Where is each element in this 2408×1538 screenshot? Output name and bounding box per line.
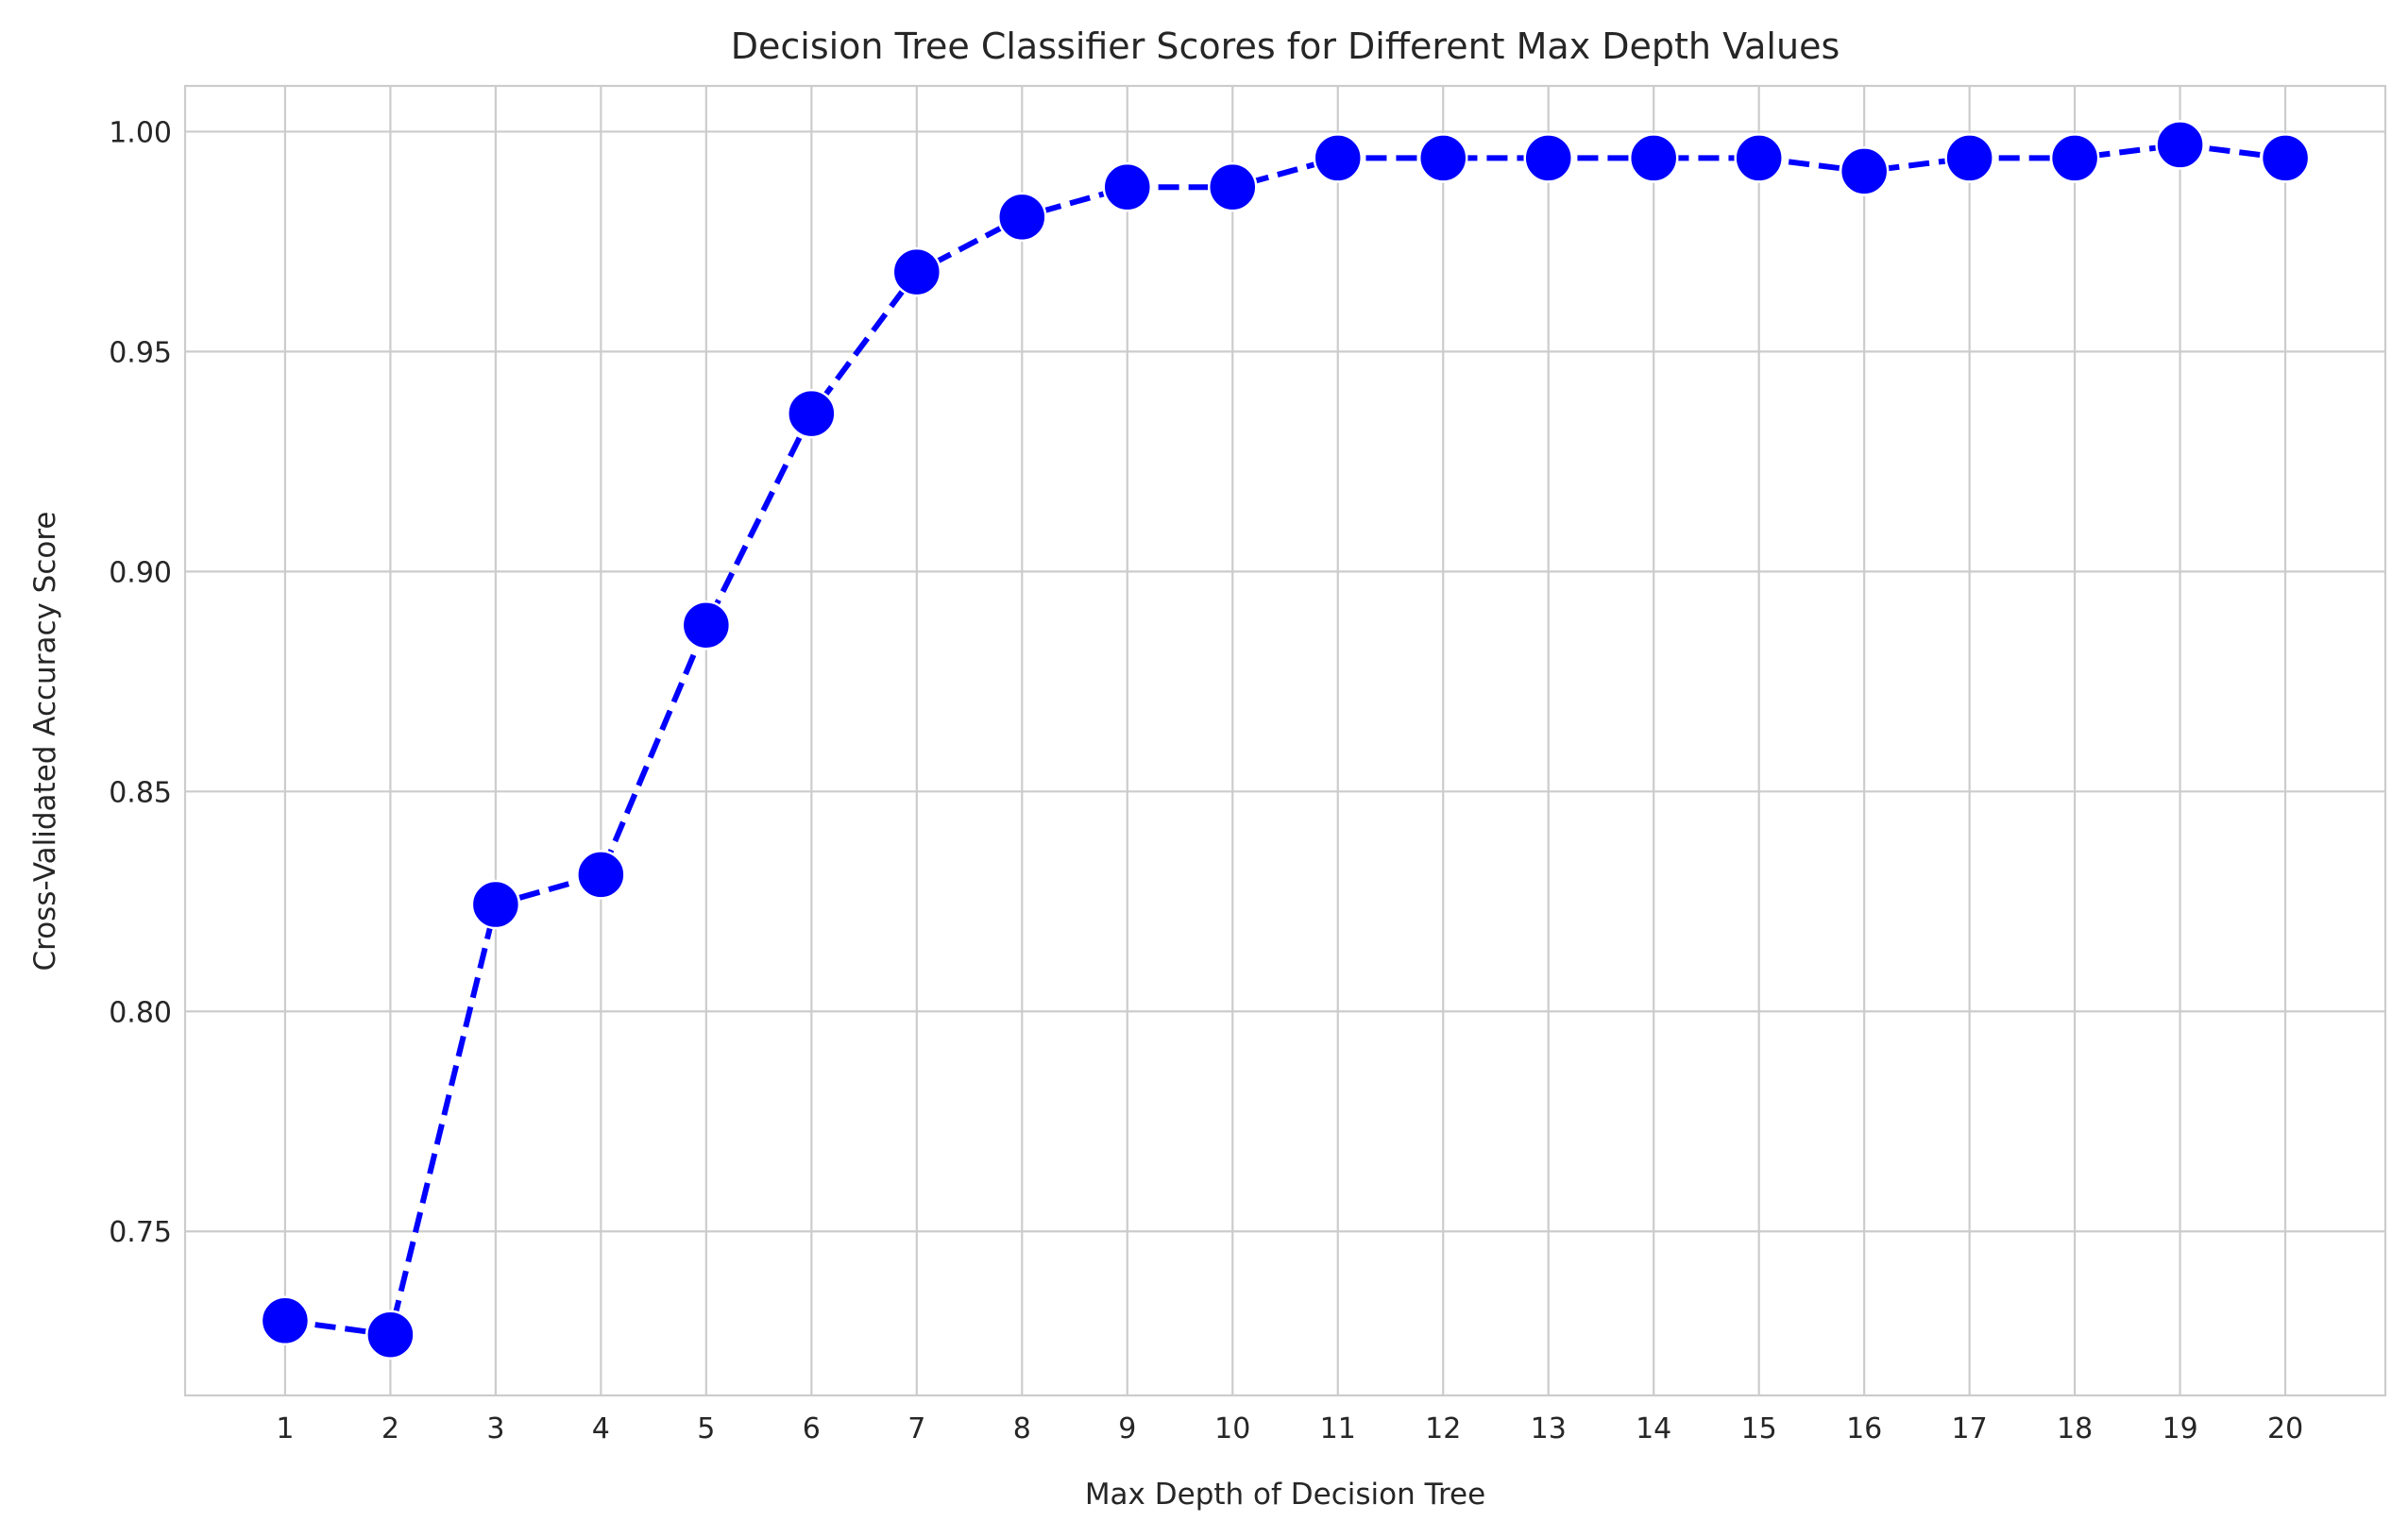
- y-tick-label: 0.85: [109, 776, 172, 809]
- data-point: [1628, 133, 1679, 183]
- data-point: [470, 879, 521, 930]
- x-tick-label: 20: [2267, 1412, 2303, 1445]
- x-axis-label: Max Depth of Decision Tree: [1085, 1478, 1485, 1512]
- grid-lines: [185, 86, 2385, 1395]
- x-tick-label: 9: [1118, 1412, 1136, 1445]
- data-point: [1839, 146, 1890, 196]
- data-point: [891, 246, 942, 297]
- y-tick-label: 0.95: [109, 336, 172, 369]
- y-axis-label: Cross-Validated Accuracy Score: [28, 511, 62, 971]
- x-tick-label: 2: [382, 1412, 399, 1445]
- x-tick-label: 10: [1214, 1412, 1250, 1445]
- x-tick-label: 17: [1952, 1412, 1988, 1445]
- x-tick-label: 12: [1425, 1412, 1461, 1445]
- y-tick-label: 0.75: [109, 1216, 172, 1249]
- data-point: [681, 600, 732, 651]
- x-tick-label: 19: [2162, 1412, 2198, 1445]
- x-tick-label: 13: [1531, 1412, 1567, 1445]
- chart-title: Decision Tree Classifier Scores for Diff…: [731, 25, 1840, 67]
- x-tick-label: 18: [2057, 1412, 2093, 1445]
- x-tick-label: 6: [803, 1412, 821, 1445]
- x-tick-label: 4: [592, 1412, 610, 1445]
- x-tick-label: 8: [1013, 1412, 1031, 1445]
- y-tick-label: 0.80: [109, 996, 172, 1029]
- data-point: [1417, 133, 1468, 183]
- x-tick-label: 1: [276, 1412, 294, 1445]
- series-layer: [260, 120, 2311, 1360]
- x-tick-label: 14: [1636, 1412, 1671, 1445]
- data-point: [997, 192, 1047, 243]
- data-point: [1734, 133, 1784, 183]
- y-tick-label: 0.90: [109, 556, 172, 589]
- plot-frame: [183, 84, 2387, 1397]
- x-tick-label: 5: [697, 1412, 715, 1445]
- data-point: [260, 1295, 311, 1346]
- data-point: [576, 850, 626, 900]
- x-tick-label: 16: [1846, 1412, 1882, 1445]
- series-line: [284, 142, 2286, 1338]
- data-point: [1523, 133, 1573, 183]
- x-tick-label: 11: [1320, 1412, 1356, 1445]
- x-tick-label: 3: [486, 1412, 504, 1445]
- data-point: [2049, 133, 2100, 183]
- y-tick-label: 1.00: [109, 116, 172, 149]
- data-point: [1102, 161, 1153, 212]
- data-point: [365, 1310, 415, 1360]
- x-tick-label: 15: [1741, 1412, 1777, 1445]
- tick-labels: 1 2 3 4 5 6 7 8 9 10 11 12 13 14 15 16 17 18 19 200.750.800…: [109, 116, 2303, 1445]
- data-point: [2155, 120, 2205, 170]
- data-point: [1313, 133, 1363, 183]
- data-point: [787, 388, 837, 439]
- data-point: [1208, 161, 1258, 212]
- data-point: [2260, 133, 2311, 183]
- x-tick-label: 7: [907, 1412, 925, 1445]
- data-point: [1944, 133, 1994, 183]
